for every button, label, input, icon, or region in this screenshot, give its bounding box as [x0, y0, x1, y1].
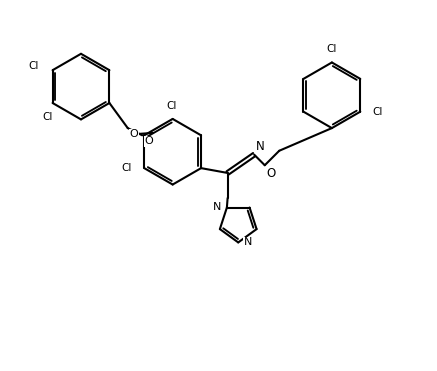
Text: Cl: Cl — [121, 163, 132, 173]
Text: Cl: Cl — [29, 61, 39, 71]
Text: N: N — [243, 237, 252, 247]
Text: O: O — [130, 129, 139, 139]
Text: Cl: Cl — [42, 112, 53, 122]
Text: Cl: Cl — [327, 44, 337, 54]
Text: Cl: Cl — [373, 107, 383, 117]
Text: N: N — [213, 201, 222, 211]
Text: O: O — [145, 136, 153, 146]
Text: N: N — [256, 140, 265, 153]
Text: Cl: Cl — [166, 101, 177, 111]
Text: O: O — [267, 167, 276, 180]
